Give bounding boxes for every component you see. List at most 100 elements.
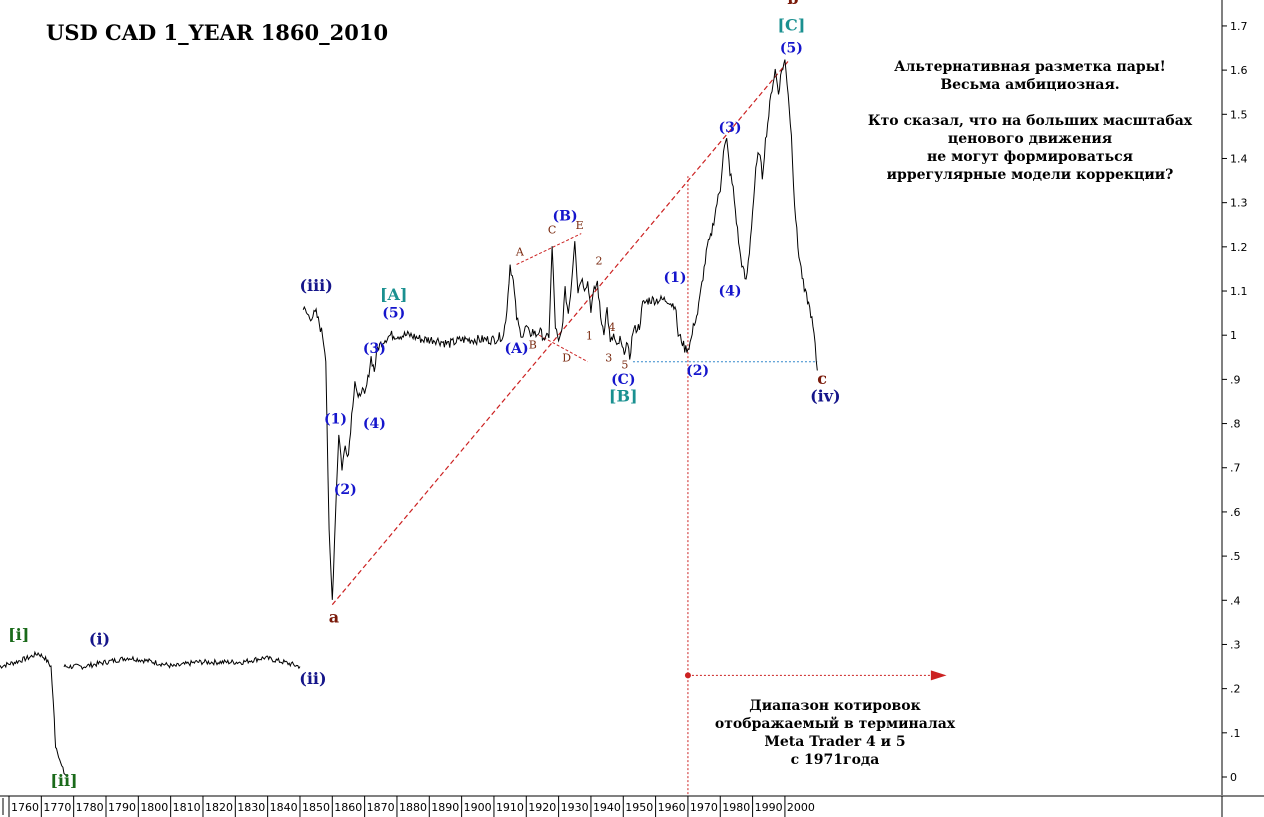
y-tick-label: .3: [1230, 638, 1241, 651]
x-tick-label: 1970: [690, 801, 718, 814]
wave-label: 5: [621, 358, 628, 371]
wave-label: (1): [324, 412, 347, 428]
wave-label: (iv): [810, 386, 841, 405]
y-tick-label: .8: [1230, 418, 1241, 431]
annotation-bottom-line: отображаемый в терминалах: [714, 716, 956, 732]
y-tick-label: .2: [1230, 683, 1241, 696]
x-tick-label: 1940: [593, 801, 621, 814]
x-tick-label: 1790: [108, 801, 136, 814]
annotation-top-line: не могут формироваться: [927, 149, 1133, 165]
annotation-bottom-line: с 1971года: [790, 752, 880, 768]
x-tick-label: 1950: [625, 801, 653, 814]
y-tick-label: 0: [1230, 771, 1237, 784]
x-tick-label: 1920: [528, 801, 556, 814]
y-tick-label: 1.7: [1230, 20, 1248, 33]
y-tick-label: 1.4: [1230, 152, 1248, 165]
x-tick-label: 1810: [173, 801, 201, 814]
wave-label: (2): [686, 363, 709, 379]
x-tick-label: 2000: [787, 801, 815, 814]
wave-label: c: [817, 369, 827, 388]
trendlines: [331, 60, 947, 795]
x-tick-label: 1850: [302, 801, 330, 814]
y-tick-label: 1.3: [1230, 197, 1248, 210]
x-tick-label: 1980: [722, 801, 750, 814]
wave-label: (2): [334, 482, 357, 498]
x-tick-label: 1930: [561, 801, 589, 814]
wave-label: A: [515, 246, 525, 259]
x-tick-label: 1910: [496, 801, 524, 814]
wave-label: 3: [605, 352, 612, 365]
x-tick-label: 1990: [755, 801, 783, 814]
y-tick-label: .5: [1230, 550, 1241, 563]
y-tick-label: .1: [1230, 727, 1241, 740]
wave-label: (B): [553, 208, 578, 224]
x-tick-label: 1890: [431, 801, 459, 814]
y-tick-label: .9: [1230, 373, 1241, 386]
wave-label: (5): [382, 306, 405, 322]
y-tick-label: .7: [1230, 462, 1241, 475]
wave-label: (ii): [299, 669, 326, 688]
wave-label: E: [576, 219, 584, 232]
wave-label: (5): [780, 40, 803, 56]
wave-label: (C): [611, 372, 635, 388]
wave-label: C: [548, 224, 556, 237]
wave-label: b: [787, 0, 798, 8]
price-line: [63, 655, 301, 671]
wave-label: a: [329, 607, 339, 626]
wave-label: 4: [608, 321, 615, 334]
annotation-top-line: Альтернативная разметка пары!: [894, 59, 1166, 75]
wave-label: 2: [596, 255, 603, 268]
x-tick-label: 1830: [237, 801, 265, 814]
annotation-top-line: Кто сказал, что на больших масштабах: [867, 113, 1193, 129]
wave-label: [i]: [8, 625, 29, 644]
y-tick-label: .6: [1230, 506, 1241, 519]
arrow-start-dot: [684, 672, 691, 679]
annotation-bottom: Диапазон котировок отображаемый в термин…: [705, 697, 965, 769]
annotation-top: Альтернативная разметка пары! Весьма амб…: [860, 58, 1200, 184]
wave-label: [B]: [609, 386, 638, 405]
y-tick-label: 1.2: [1230, 241, 1248, 254]
y-tick-label: .4: [1230, 594, 1241, 607]
wave-label: (iii): [299, 276, 332, 295]
price-series: [0, 59, 818, 778]
annotation-bottom-line: Meta Trader 4 и 5: [764, 734, 906, 750]
y-tick-label: 1.5: [1230, 108, 1248, 121]
trendline-a-b: [331, 60, 789, 606]
x-tick-label: 1880: [399, 801, 427, 814]
annotation-top-line: [860, 94, 1200, 112]
x-tick-label: 1780: [76, 801, 104, 814]
wave-label: (3): [363, 341, 386, 357]
wave-labels: b [C] (5) (3) (B)C E A 2 (1) (4) (iii) [A] (5) 4 1 B(A)…: [8, 0, 841, 790]
y-tick-label: 1: [1230, 329, 1237, 342]
x-tick-label: 1840: [270, 801, 298, 814]
annotation-top-line: ценового движения: [947, 131, 1113, 147]
x-tick-label: 1900: [464, 801, 492, 814]
triangle-lower-line: [538, 334, 588, 363]
x-tick-label: 1960: [658, 801, 686, 814]
x-tick-label: 1870: [367, 801, 395, 814]
chart-title: USD CAD 1_YEAR 1860_2010: [46, 20, 389, 45]
price-line: [0, 650, 68, 778]
wave-label: B: [529, 338, 537, 351]
x-tick-label: 1820: [205, 801, 233, 814]
annotation-top-line: иррегулярные модели коррекции?: [886, 167, 1174, 183]
wave-label: [A]: [380, 285, 408, 304]
wave-label: (4): [363, 416, 386, 432]
wave-label: 1: [586, 330, 593, 343]
wave-label: D: [562, 352, 571, 365]
annotation-bottom-line: Диапазон котировок: [749, 698, 921, 714]
wave-label: (4): [718, 283, 741, 299]
triangle-upper-line: [516, 233, 582, 265]
wave-label: (1): [663, 270, 686, 286]
y-tick-label: 1.1: [1230, 285, 1248, 298]
wave-label: (i): [89, 629, 110, 648]
wave-label: [ii]: [50, 771, 77, 790]
wave-label: (A): [505, 341, 529, 357]
x-tick-label: 1770: [43, 801, 71, 814]
x-tick-label: 1860: [334, 801, 362, 814]
y-tick-label: 1.6: [1230, 64, 1248, 77]
x-axis-bar: [0, 796, 1264, 817]
x-tick-label: 1760: [11, 801, 39, 814]
